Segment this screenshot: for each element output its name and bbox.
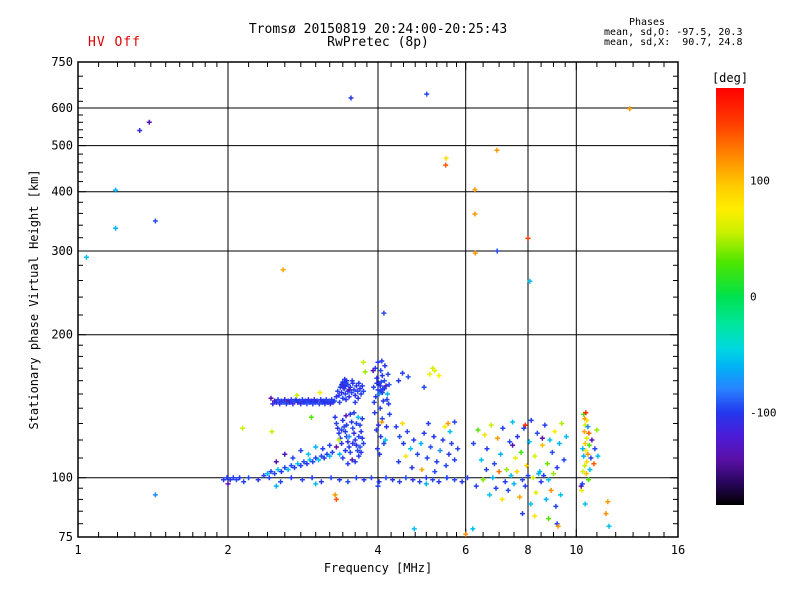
x-tick-label: 16	[671, 543, 685, 557]
colorbar-tick-label: 0	[750, 291, 757, 304]
y-tick-label: 500	[51, 139, 73, 153]
x-tick-label: 6	[462, 543, 469, 557]
colorbar-label: [deg]	[712, 71, 748, 85]
colorbar-tick-label: -100	[750, 406, 777, 419]
plot-title: Tromsø 20150819 20:24:00-20:25:43	[248, 22, 508, 37]
y-tick-label: 300	[51, 244, 73, 258]
colorbar-gradient	[716, 88, 744, 505]
x-axis-label: Frequency [MHz]	[324, 561, 432, 575]
y-axis-label: Stationary phase Virtual Height [km]	[27, 169, 41, 429]
y-tick-label: 200	[51, 328, 73, 342]
x-tick-label: 4	[374, 543, 381, 557]
y-tick-label: 600	[51, 101, 73, 115]
y-tick-label: 750	[51, 55, 73, 69]
phases-mean-o: mean, sd,O: -97.5, 20.3	[604, 27, 743, 38]
x-tick-label: 1	[74, 543, 81, 557]
x-tick-label: 8	[524, 543, 531, 557]
y-tick-label: 400	[51, 185, 73, 199]
x-tick-label: 2	[224, 543, 231, 557]
phases-block: Phases mean, sd,O: -97.5, 20.3 mean, sd,…	[604, 17, 743, 48]
y-tick-label: 100	[51, 471, 73, 485]
plot-border	[77, 61, 679, 538]
colorbar-tick-label: 100	[750, 175, 770, 188]
phases-mean-x: mean, sd,X: 90.7, 24.8	[604, 37, 743, 48]
x-tick-label: 10	[569, 543, 583, 557]
phases-heading: Phases	[628, 17, 666, 28]
hv-off-label: HV Off	[88, 35, 141, 50]
y-tick-label: 75	[59, 530, 73, 544]
plot-subtitle: RwPretec (8p)	[327, 35, 429, 50]
scatter-points	[84, 91, 633, 537]
